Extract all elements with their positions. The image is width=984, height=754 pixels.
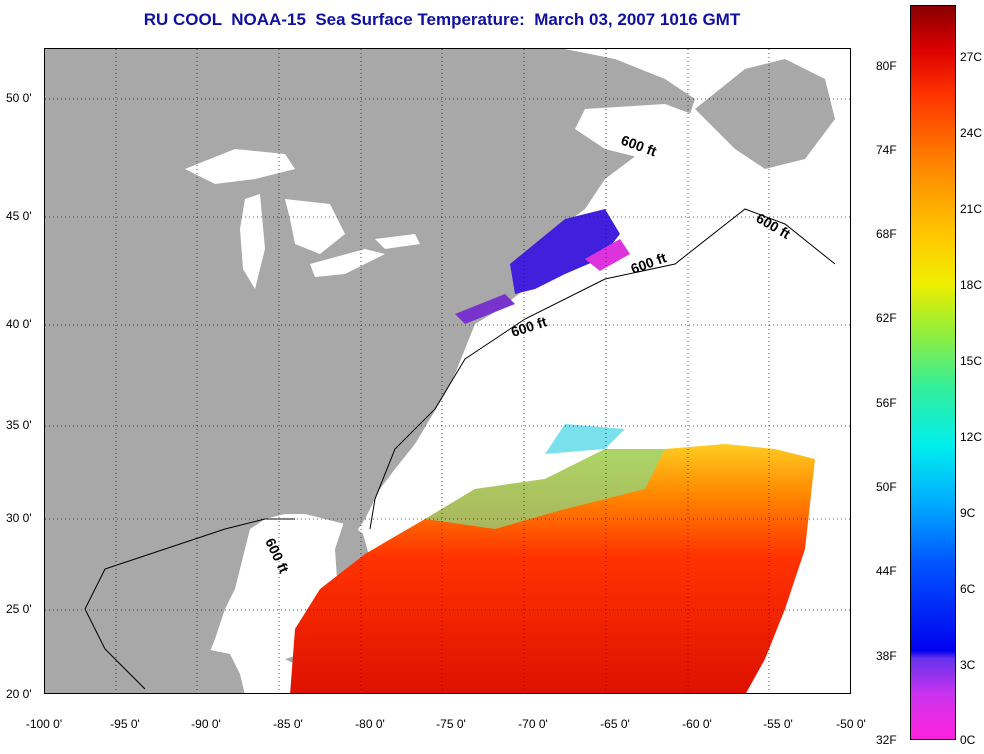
lake-michigan: [240, 194, 265, 289]
colorbar-label-56f: 56F: [876, 396, 897, 410]
sst-mid-band: [425, 449, 665, 529]
colorbar-label-9c: 9C: [960, 506, 976, 520]
lon-label-80: -80 0': [355, 717, 385, 731]
colorbar-label-18c: 18C: [960, 278, 983, 292]
colorbar-label-0c: 0C: [960, 733, 976, 747]
colorbar-label-50f: 50F: [876, 480, 897, 494]
sst-magenta-edge: [585, 239, 630, 271]
lon-label-65: -65 0': [600, 717, 630, 731]
lat-label-20: 20 0': [6, 687, 32, 701]
lon-label-95: -95 0': [110, 717, 140, 731]
colorbar-label-38f: 38F: [876, 649, 897, 663]
colorbar-label-6c: 6C: [960, 582, 976, 596]
lon-label-55: -55 0': [763, 717, 793, 731]
colorbar-label-74f: 74F: [876, 143, 897, 157]
lat-label-40: 40 0': [6, 317, 32, 331]
lat-label-45: 45 0': [6, 209, 32, 223]
lake-superior: [185, 149, 295, 184]
lat-label-25: 25 0': [6, 602, 32, 616]
colorbar-label-80f: 80F: [876, 59, 897, 73]
temperature-colorbar: [910, 5, 956, 740]
land-newfoundland: [695, 59, 835, 169]
lake-erie: [310, 249, 385, 277]
colorbar-label-44f: 44F: [876, 564, 897, 578]
lake-ontario: [375, 234, 420, 249]
colorbar-label-32f: 32F: [876, 733, 897, 747]
colorbar-label-24c: 24C: [960, 126, 983, 140]
land-yucatan: [156, 649, 245, 693]
lat-label-30: 30 0': [6, 511, 32, 525]
contour-label-4: 600 ft: [509, 313, 549, 340]
map-title: RU COOL NOAA-15 Sea Surface Temperature:…: [143, 10, 741, 29]
sst-purple-strip: [455, 294, 515, 324]
sst-map[interactable]: 600 ft 600 ft 600 ft 600 ft 600 ft: [44, 48, 851, 694]
lake-huron: [285, 199, 345, 254]
colorbar-label-62f: 62F: [876, 311, 897, 325]
colorbar-label-27c: 27C: [960, 50, 983, 64]
contour-label-2: 600 ft: [754, 210, 794, 242]
sst-cold-patch: [510, 209, 620, 294]
sst-warm-patch: [290, 444, 815, 693]
colorbar-label-12c: 12C: [960, 430, 983, 444]
lon-label-60: -60 0': [682, 717, 712, 731]
colorbar-label-15c: 15C: [960, 354, 983, 368]
lat-label-50: 50 0': [6, 91, 32, 105]
colorbar-label-68f: 68F: [876, 227, 897, 241]
colorbar-label-3c: 3C: [960, 658, 976, 672]
lon-label-90: -90 0': [191, 717, 221, 731]
land-north-america: [45, 49, 695, 693]
contour-label-5: 600 ft: [262, 536, 292, 576]
sst-cyan-band: [545, 424, 625, 454]
contour-600ft: [84, 208, 836, 690]
contour-label-3: 600 ft: [629, 249, 669, 277]
lon-label-50: -50 0': [836, 717, 866, 731]
colorbar-label-21c: 21C: [960, 202, 983, 216]
lon-label-75: -75 0': [436, 717, 466, 731]
graticule: [45, 49, 850, 693]
map-canvas: 600 ft 600 ft 600 ft 600 ft 600 ft: [45, 49, 850, 693]
lon-label-85: -85 0': [273, 717, 303, 731]
lat-label-35: 35 0': [6, 418, 32, 432]
lon-label-100: -100 0': [25, 717, 63, 731]
lon-label-70: -70 0': [518, 717, 548, 731]
gulf-of-st-lawrence: [575, 104, 705, 159]
